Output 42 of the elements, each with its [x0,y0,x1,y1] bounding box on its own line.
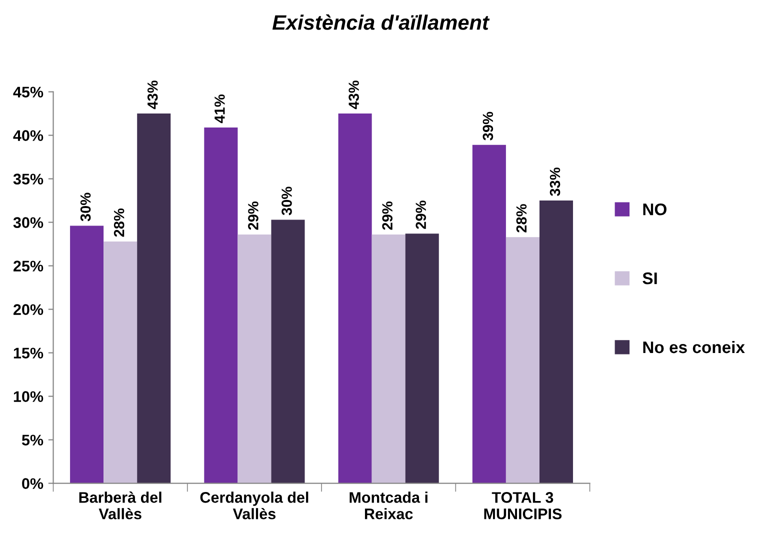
bar [405,234,439,484]
chart-title: Existència d'aïllament [272,14,490,30]
bar [338,114,372,484]
y-tick-label: 10% [14,391,44,402]
bar [372,234,406,484]
data-label: 30% [80,192,91,222]
y-tick-label: 5% [22,434,44,446]
legend-label: No es coneix [643,340,745,354]
bar [539,200,574,484]
data-label: 28% [516,204,527,232]
data-label: 30% [282,186,292,216]
data-label: 29% [248,202,258,230]
y-tick-label: 15% [14,348,44,358]
y-tick-label: 20% [14,304,44,315]
x-tick-label: Barberà del Vallès [79,492,162,520]
bar [271,220,305,484]
data-label: 43% [147,80,158,110]
y-tick-label: 40% [13,130,44,141]
bar [70,226,104,484]
data-label: 33% [550,168,560,196]
x-tick-label: Cerdanyola del Vallès [200,492,308,520]
bar [472,144,506,484]
y-tick-label: 30% [13,217,44,228]
data-label: 29% [382,202,392,230]
y-tick-label: 45% [13,86,44,98]
legend-label: NO [643,203,666,216]
x-tick-label: TOTAL 3 MUNICIPIS [484,492,562,520]
bar [204,127,238,484]
bar [506,237,540,484]
bar [238,234,272,484]
data-label: 39% [482,112,494,140]
y-tick-label: 0% [22,478,44,489]
data-label: 43% [348,80,359,110]
x-tick-label: Montcada i Reixac [350,492,428,520]
data-label: 28% [114,208,124,237]
y-tick-label: 25% [14,260,44,272]
bar [137,114,171,484]
bar [104,241,138,484]
y-tick-label: 35% [13,174,44,185]
data-label: 41% [214,94,225,124]
data-label: 29% [416,200,426,229]
legend-label: SI [642,272,657,284]
